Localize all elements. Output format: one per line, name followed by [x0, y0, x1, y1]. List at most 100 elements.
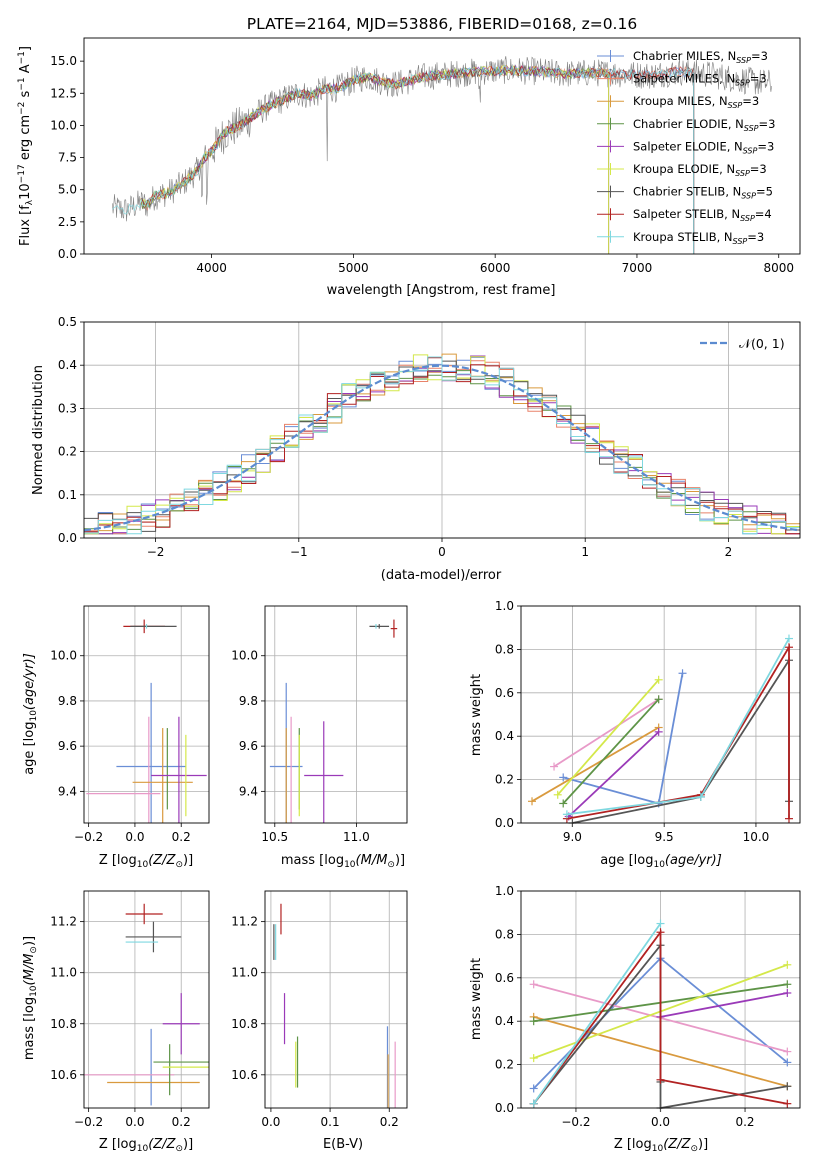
y-tick-label: 0.5	[58, 315, 77, 329]
axes-frame	[83, 605, 210, 824]
legend-label: Salpeter STELIB, NSSP=4	[633, 207, 772, 223]
y-tick-label: 0.6	[495, 971, 514, 985]
y-tick-label: 0.3	[58, 401, 77, 415]
spectrum-y-label: Flux [fλ10−17 erg cm−2 s−1 A−1]	[17, 46, 35, 246]
axes-frame	[520, 605, 801, 824]
y-tick-label: 10.8	[231, 1017, 258, 1031]
y-tick-label: 7.5	[58, 151, 77, 165]
spectrum-x-label: wavelength [Angstrom, rest frame]	[327, 283, 556, 298]
legend-label-text: Salpeter MILES, N	[633, 72, 735, 86]
y-tick-label: 10.8	[50, 1017, 77, 1031]
x-tick-label: −0.2	[74, 830, 103, 844]
hist-x-label: (data-model)/error	[381, 568, 502, 583]
y-tick-label: 0.4	[58, 358, 77, 372]
legend-label-suffix: =3	[742, 94, 759, 108]
x-tick-label: −1	[290, 545, 308, 559]
legend-gaussian-label: 𝒩(0, 1)	[739, 336, 785, 351]
legend-label-suffix: =3	[757, 139, 774, 153]
axes-frame	[83, 321, 801, 539]
x-tick-label: 10.0	[743, 830, 770, 844]
legend-label-text: Salpeter STELIB, N	[633, 207, 740, 221]
mass-weight-line	[553, 698, 660, 768]
legend-label: Kroupa MILES, NSSP=3	[633, 94, 759, 110]
x-tick-label: 0.2	[380, 1115, 399, 1129]
mass-weight-line	[562, 698, 660, 805]
legend-label-suffix: =3	[759, 117, 776, 131]
y-tick-label: 2.5	[58, 215, 77, 229]
y-tick-label: 15.0	[50, 54, 77, 68]
y-tick-label: 11.0	[50, 966, 77, 980]
errorbar-group	[86, 619, 207, 823]
x-tick-label: 6000	[480, 261, 511, 275]
legend-label-sub: SSP	[741, 192, 756, 201]
y-tick-label: 9.8	[239, 694, 258, 708]
z-x-label-right: Z [log10(Z/Z⊙)]	[614, 1137, 708, 1154]
legend-label-sub: SSP	[743, 146, 758, 155]
x-tick-label: 2	[725, 545, 733, 559]
legend-label-suffix: =3	[750, 162, 767, 176]
errorbar-group	[269, 619, 398, 823]
x-tick-label: 0.0	[261, 1115, 280, 1129]
legend-label-text: Salpeter ELODIE, N	[633, 139, 743, 153]
mass-weight-line	[531, 726, 660, 803]
x-tick-label: 10.5	[261, 830, 288, 844]
legend-label: Chabrier MILES, NSSP=3	[633, 49, 768, 65]
z-age-panel: −0.2 0.0 0.2 9.4 9.6 9.8 10.0	[50, 605, 210, 844]
x-tick-label: 0	[438, 545, 446, 559]
axes-frame	[83, 37, 801, 255]
y-tick-label: 11.0	[231, 966, 258, 980]
y-tick-label: 9.6	[239, 739, 258, 753]
legend-label-text: Kroupa MILES, N	[633, 94, 728, 108]
model-spectrum	[140, 64, 609, 210]
legend-label-suffix: =3	[751, 49, 768, 63]
legend-label-sub: SSP	[735, 79, 750, 88]
legend-label-sub: SSP	[740, 214, 755, 223]
x-tick-label: 0.0	[125, 830, 144, 844]
x-tick-label: 7000	[622, 261, 653, 275]
y-tick-label: 12.5	[50, 86, 77, 100]
y-tick-label: 0.8	[495, 927, 514, 941]
z-massweight-panel: −0.2 0.0 0.2 0.0 0.2 0.4 0.6 0.8 1.0	[495, 884, 801, 1129]
mass-weight-line	[532, 929, 788, 1105]
legend-label-suffix: =5	[756, 185, 773, 199]
x-tick-label: 0.0	[651, 1115, 670, 1129]
errorbar-group	[273, 903, 396, 1108]
y-tick-label: 0.2	[58, 445, 77, 459]
axes-frame	[264, 605, 408, 824]
age-x-label: age [log10(age/yr)]	[600, 853, 722, 870]
legend-label: Chabrier STELIB, NSSP=5	[633, 185, 773, 201]
y-tick-label: 10.6	[231, 1068, 258, 1082]
y-tick-label: 0.6	[495, 686, 514, 700]
mw-y-label-top: mass weight	[469, 674, 484, 756]
z-x-label-top: Z [log10(Z/Z⊙)]	[99, 853, 193, 870]
x-tick-label: 5000	[338, 261, 369, 275]
model-spectrum	[140, 65, 695, 206]
y-tick-label: 0.0	[58, 531, 77, 545]
legend-label-suffix: =3	[747, 230, 764, 244]
mw-y-label-bottom: mass weight	[469, 958, 484, 1040]
histogram-step	[84, 356, 800, 535]
legend-label-sub: SSP	[728, 101, 743, 110]
axes-frame	[83, 890, 210, 1109]
z-x-label-bottom: Z [log10(Z/Z⊙)]	[99, 1137, 193, 1154]
legend-label-text: Kroupa STELIB, N	[633, 230, 733, 244]
y-tick-label: 0.8	[495, 642, 514, 656]
legend-label-suffix: =4	[755, 207, 772, 221]
x-tick-label: −0.2	[74, 1115, 103, 1129]
mass-x-label: mass [log10(M/M⊙)]	[281, 853, 405, 870]
y-tick-label: 0.2	[495, 1058, 514, 1072]
spectrum-panel: 4000 5000 6000 7000 8000 0.0 2.5 5.0 7.5 10.0 12.5…	[50, 37, 801, 275]
y-tick-label: 0.4	[495, 729, 514, 743]
x-tick-label: 9.5	[655, 830, 674, 844]
hist-y-label: Normed distribution	[31, 365, 46, 495]
age-y-label: age [log10(age/yr)]	[22, 653, 39, 775]
mass-weight-line	[557, 679, 660, 796]
legend-label-text: Chabrier STELIB, N	[633, 185, 741, 199]
legend-label: Kroupa ELODIE, NSSP=3	[633, 162, 767, 178]
y-tick-label: 9.4	[239, 784, 258, 798]
legend-label: Salpeter MILES, NSSP=3	[633, 72, 767, 88]
y-tick-label: 10.0	[50, 118, 77, 132]
legend-label-sub: SSP	[735, 169, 750, 178]
axes-frame	[264, 890, 408, 1109]
